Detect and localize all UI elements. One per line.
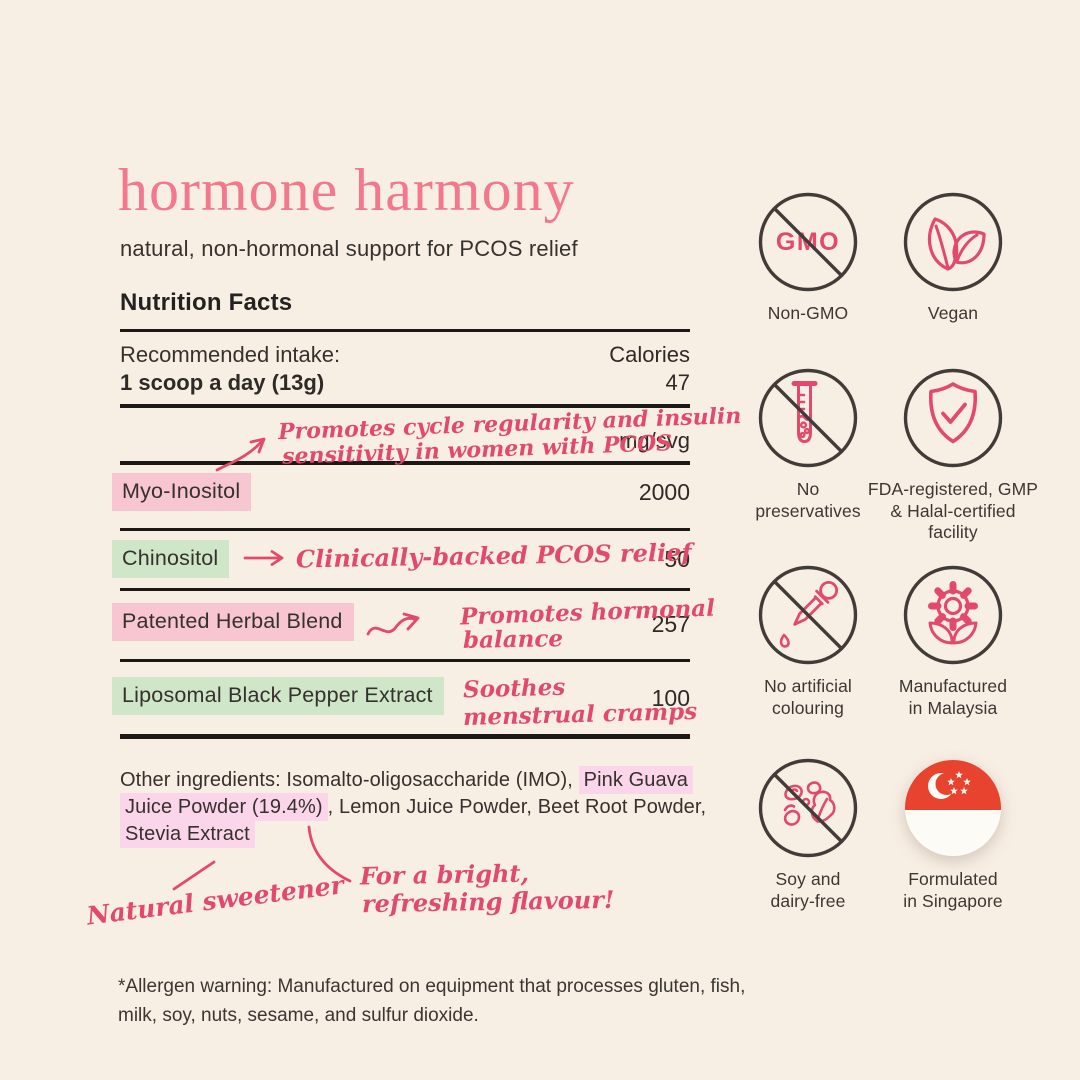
flag-stars bbox=[947, 771, 971, 795]
product-subtitle: natural, non-hormonal support for PCOS r… bbox=[120, 236, 578, 261]
curved-arrow-icon bbox=[215, 439, 264, 472]
soy-dairy-free-icon bbox=[758, 758, 858, 858]
ingredient-myo-inositol: Myo-Inositol bbox=[112, 473, 252, 511]
arrowhead-icon bbox=[402, 612, 420, 631]
intake-label: Recommended intake: bbox=[120, 342, 341, 367]
badge-soy-dairy-free: Soy and dairy-free bbox=[713, 758, 903, 912]
connector-line-icon bbox=[172, 860, 216, 891]
no-artificial-colouring-icon bbox=[758, 565, 858, 665]
ingredient-black-pepper-amount: 100 bbox=[651, 685, 690, 711]
annotation-flavour: refreshing flavour! bbox=[361, 884, 615, 919]
badge-label: No preservatives bbox=[755, 479, 861, 521]
ingredient-black-pepper: Liposomal Black Pepper Extract bbox=[112, 677, 444, 715]
badge-label: No artificial colouring bbox=[764, 676, 852, 718]
vegan-leaves-icon bbox=[903, 192, 1003, 292]
arrowhead-icon bbox=[270, 550, 284, 566]
divider-line bbox=[120, 659, 690, 662]
badge-label: Vegan bbox=[927, 303, 979, 323]
badge-manufactured-malaysia: Manufactured in Malaysia bbox=[858, 565, 1048, 719]
other-ingredients-paragraph: Other ingredients: Isomalto-oligosacchar… bbox=[120, 766, 720, 848]
badge-no-preservatives: No preservatives bbox=[713, 368, 903, 522]
divider-line bbox=[120, 329, 690, 332]
annotation-black-pepper: menstrual cramps bbox=[462, 697, 698, 732]
badge-label: Manufactured in Malaysia bbox=[898, 676, 1008, 718]
ingredient-chinositol: Chinositol bbox=[112, 540, 230, 578]
divider-line bbox=[120, 461, 690, 465]
allergen-warning: *Allergen warning: Manufactured on equip… bbox=[118, 976, 746, 1026]
calories-label: Calories bbox=[609, 342, 690, 367]
annotation-sweetener: Natural sweetener bbox=[85, 870, 346, 931]
annotation-black-pepper: Soothes bbox=[462, 673, 566, 704]
badge-label: Formulated in Singapore bbox=[903, 869, 1003, 911]
annotation-flavour: For a bright, bbox=[359, 858, 530, 891]
gmo-crossed-icon: GMO bbox=[758, 192, 858, 292]
divider-line bbox=[120, 734, 690, 739]
wavy-arrow-icon bbox=[366, 616, 416, 636]
ingredient-herbal-blend: Patented Herbal Blend bbox=[112, 603, 354, 641]
badge-non-gmo: GMO Non-GMO bbox=[713, 192, 903, 325]
nutrition-facts-heading: Nutrition Facts bbox=[120, 289, 293, 316]
badge-formulated-singapore: Formulated in Singapore bbox=[858, 758, 1048, 912]
ingredient-herbal-blend-amount: 257 bbox=[651, 611, 690, 637]
other-ingredients-text: Other ingredients: Isomalto-oligosacchar… bbox=[120, 769, 579, 791]
annotation-herbal-blend: balance bbox=[462, 625, 564, 654]
divider-line bbox=[120, 588, 690, 591]
badge-fda-gmp-halal: FDA-registered, GMP & Halal-certified fa… bbox=[858, 368, 1048, 544]
calories-value: 47 bbox=[665, 370, 690, 395]
badge-label: Non-GMO bbox=[767, 303, 849, 323]
highlighted-ingredient: Juice Powder (19.4%) bbox=[120, 793, 328, 821]
badge-label: FDA-registered, GMP & Halal-certified fa… bbox=[867, 479, 1039, 542]
singapore-flag-icon bbox=[905, 760, 1001, 856]
highlighted-ingredient: Stevia Extract bbox=[120, 820, 255, 848]
unit-label: mg/svg bbox=[619, 428, 690, 453]
highlighted-ingredient: Pink Guava bbox=[578, 766, 694, 794]
annotation-chinositol: Clinically-backed PCOS relief bbox=[295, 537, 692, 574]
intake-value: 1 scoop a day (13g) bbox=[120, 370, 325, 395]
divider-line bbox=[120, 404, 690, 408]
product-title: hormone harmony bbox=[118, 157, 575, 223]
badge-no-artificial-colouring: No artificial colouring bbox=[713, 565, 903, 719]
ingredient-chinositol-amount: 50 bbox=[664, 546, 690, 572]
ingredient-myo-inositol-amount: 2000 bbox=[638, 479, 690, 505]
fda-shield-icon bbox=[903, 368, 1003, 468]
badge-label: Soy and dairy-free bbox=[770, 869, 846, 911]
malaysia-gear-icon bbox=[903, 565, 1003, 665]
badge-vegan: Vegan bbox=[858, 192, 1048, 325]
arrowhead-icon bbox=[249, 437, 266, 454]
divider-line bbox=[120, 528, 690, 531]
other-ingredients-text: , Lemon Juice Powder, Beet Root Powder, bbox=[327, 796, 707, 818]
no-preservatives-icon bbox=[758, 368, 858, 468]
